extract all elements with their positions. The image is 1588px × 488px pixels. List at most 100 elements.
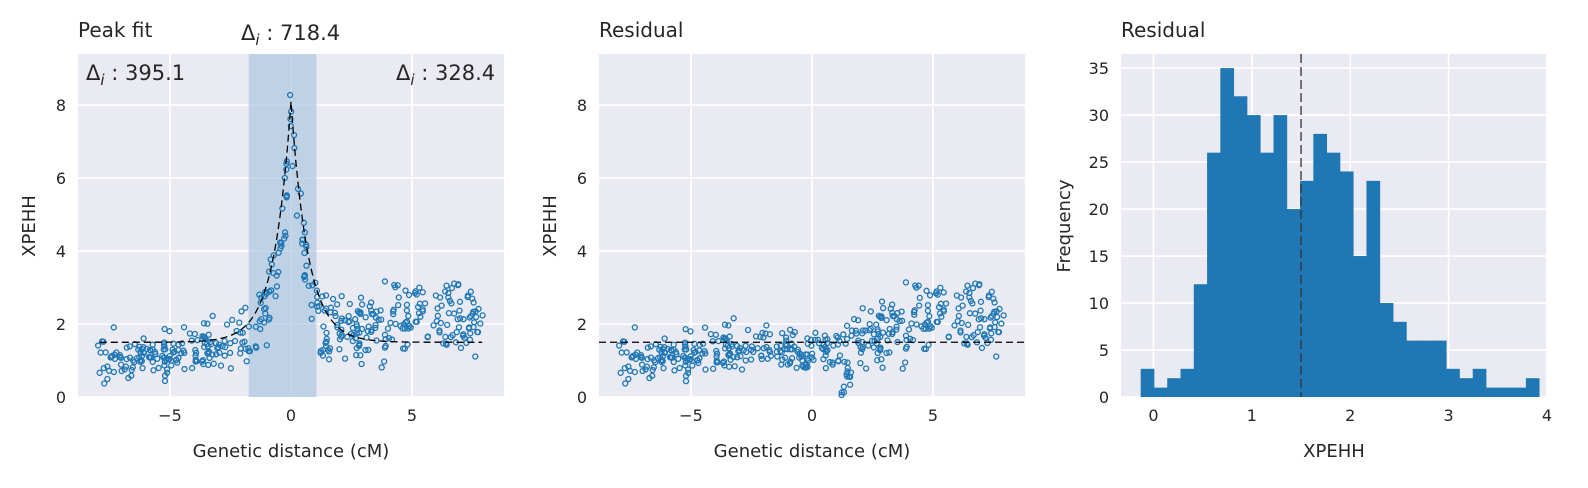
residual-point: [936, 310, 944, 317]
data-point: [170, 349, 177, 356]
residual-point: [793, 364, 800, 372]
data-point: [287, 122, 295, 130]
data-point: [455, 324, 463, 331]
data-point: [194, 336, 201, 344]
residual-point: [886, 349, 893, 356]
data-point: [355, 342, 363, 350]
data-point: [161, 358, 168, 365]
data-point: [301, 249, 308, 257]
residual-point: [782, 340, 789, 348]
center-width-annotation: Δi : 718.4: [241, 21, 340, 49]
data-point: [357, 294, 365, 301]
y-tick-label: 20: [1089, 200, 1109, 219]
data-point: [403, 307, 411, 314]
data-point: [166, 355, 173, 363]
data-point: [447, 333, 454, 341]
residual-point: [778, 349, 785, 356]
data-point: [192, 349, 200, 356]
histogram-bar: [1393, 321, 1407, 397]
residual-point: [902, 345, 910, 352]
data-point: [210, 360, 217, 367]
data-point: [358, 360, 365, 368]
data-point: [136, 343, 143, 350]
residual-point: [984, 339, 991, 347]
data-point: [441, 288, 449, 295]
x-tick-label: 1: [1247, 406, 1257, 425]
data-point: [101, 380, 108, 387]
x-tick-label: 0: [807, 406, 817, 425]
data-point: [438, 302, 445, 309]
residual-point: [993, 313, 1001, 321]
data-point: [353, 323, 360, 330]
residual-histogram-panel: Residual 0 1 2 3 4 0 5 10 15 20 25 30 35 XPEHH Frequ…: [1054, 18, 1552, 462]
residual-point: [701, 347, 708, 355]
residual-point: [945, 334, 952, 341]
residual-point: [684, 369, 692, 377]
residual-point: [951, 322, 958, 329]
histogram-bar: [1286, 209, 1301, 397]
residual-point: [876, 313, 884, 321]
data-point: [470, 299, 477, 306]
residual-point: [646, 374, 653, 382]
data-point: [168, 362, 175, 369]
data-point: [345, 318, 352, 326]
data-point: [390, 310, 397, 318]
data-point: [236, 319, 243, 326]
data-point: [180, 324, 188, 331]
data-point: [394, 282, 401, 289]
residual-point: [814, 336, 822, 343]
residual-point: [757, 333, 764, 341]
residual-point: [957, 294, 965, 301]
data-point: [226, 349, 234, 357]
data-point: [104, 375, 111, 383]
residual-point: [846, 381, 854, 388]
histogram-bar: [1486, 387, 1500, 397]
data-point: [411, 289, 419, 297]
data-point: [353, 351, 360, 359]
residual-point: [834, 334, 842, 341]
residual-point: [982, 334, 989, 341]
residual-point: [684, 366, 692, 373]
histogram-bar: [1233, 96, 1248, 398]
data-point: [239, 339, 246, 346]
residual-point: [935, 303, 943, 311]
data-point: [472, 313, 480, 321]
residual-point: [618, 349, 625, 356]
data-point: [303, 243, 310, 251]
data-point: [338, 292, 345, 300]
data-point: [391, 281, 398, 289]
histogram-bar: [1446, 368, 1460, 397]
residual-point: [626, 367, 634, 374]
data-point: [245, 323, 253, 330]
data-point: [367, 299, 375, 306]
residual-point: [862, 327, 869, 334]
residual-point: [734, 354, 741, 361]
residual-point: [975, 316, 982, 323]
residual-scatter-xlabel: Genetic distance (cM): [714, 441, 911, 462]
data-point: [314, 299, 321, 306]
residual-point: [985, 293, 992, 301]
residual-point: [898, 308, 905, 315]
residual-point: [714, 359, 721, 366]
data-point: [213, 351, 220, 358]
histogram-bar: [1406, 340, 1420, 397]
data-point: [140, 335, 147, 342]
data-point: [200, 360, 207, 368]
data-point: [313, 287, 321, 294]
histogram-bar: [1472, 368, 1487, 397]
residual-point: [857, 359, 864, 367]
data-point: [479, 312, 486, 319]
data-point: [332, 312, 339, 320]
residual-point: [615, 342, 623, 349]
residual-point: [690, 346, 697, 354]
x-tick-label: 5: [928, 406, 938, 425]
data-point: [281, 229, 289, 236]
data-point: [298, 240, 306, 247]
data-point: [215, 341, 223, 348]
residual-point: [727, 356, 734, 363]
y-tick-label: 8: [56, 96, 66, 115]
residual-point: [867, 308, 874, 315]
residual-point: [725, 322, 732, 329]
residual-point: [713, 350, 721, 357]
residual-point: [873, 321, 880, 328]
